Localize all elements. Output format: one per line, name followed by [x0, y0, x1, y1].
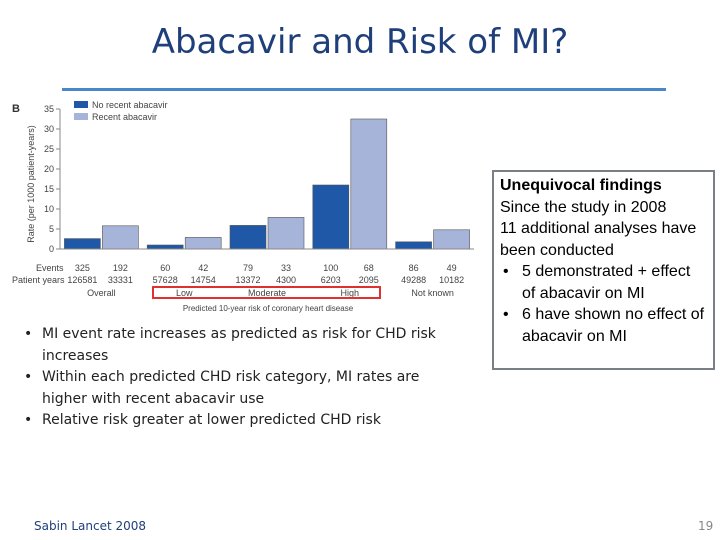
bar-no-recent — [312, 184, 350, 250]
events-cell: 192 — [113, 263, 128, 273]
category-label: Low — [176, 288, 193, 298]
patient-years-cell: 33331 — [108, 275, 133, 285]
events-cell: 33 — [281, 263, 291, 273]
events-cell: 60 — [160, 263, 170, 273]
patient-years-cell: 126581 — [67, 275, 97, 285]
bar-recent — [102, 225, 139, 250]
events-cell: 79 — [243, 263, 253, 273]
mi-rate-bar-chart: B Rate (per 1000 patient-years) 0 5 10 15 20… — [12, 100, 474, 313]
y-tick-label: 35 — [44, 104, 54, 114]
y-tick-label: 5 — [49, 224, 54, 234]
bar-recent — [267, 217, 305, 250]
bar-no-recent — [229, 225, 267, 250]
y-axis-label: Rate (per 1000 patient-years) — [26, 125, 36, 243]
events-cell: 86 — [409, 263, 419, 273]
patient-years-cell: 49288 — [401, 275, 426, 285]
events-cell: 42 — [198, 263, 208, 273]
bullet-item: Relative risk greater at lower predicted… — [22, 410, 452, 432]
patient-years-cell: 4300 — [276, 275, 296, 285]
category-label: Not known — [411, 288, 454, 298]
box-bullet-list: 5 demonstrated + effect of abacavir on M… — [500, 261, 707, 347]
patient-years-cell: 14754 — [191, 275, 216, 285]
category-label: Moderate — [248, 288, 286, 298]
bar-no-recent — [64, 238, 101, 250]
events-cell: 68 — [364, 263, 374, 273]
box-line: Since the study in 2008 — [500, 198, 667, 216]
y-tick-label: 20 — [44, 164, 54, 174]
box-heading: Unequivocal findings — [500, 177, 662, 194]
legend-label-no-recent: No recent abacavir — [92, 100, 168, 110]
legend-swatch-recent — [74, 113, 88, 120]
x-axis-label: Predicted 10-year risk of coronary heart… — [183, 304, 354, 313]
citation-footer: Sabin Lancet 2008 — [34, 519, 147, 533]
patient-years-cell: 10182 — [439, 275, 464, 285]
row-label-events: Events — [36, 263, 64, 273]
category-label: High — [341, 288, 360, 298]
patient-years-cell: 13372 — [235, 275, 260, 285]
bar-recent — [184, 237, 222, 250]
findings-box: Unequivocal findings Since the study in … — [492, 170, 715, 370]
bar-recent — [350, 118, 388, 250]
box-bullet-item: 5 demonstrated + effect of abacavir on M… — [500, 261, 707, 304]
panel-label: B — [12, 103, 20, 115]
bullet-item: Within each predicted CHD risk category,… — [22, 367, 452, 410]
slide-number: 19 — [698, 519, 714, 533]
legend-label-recent: Recent abacavir — [92, 112, 157, 122]
legend-swatch-no-recent — [74, 101, 88, 108]
y-axis: 0 5 10 15 20 25 30 35 — [44, 104, 60, 254]
bar-marks — [64, 118, 470, 250]
patient-years-cell: 57628 — [153, 275, 178, 285]
legend: No recent abacavir Recent abacavir — [74, 100, 168, 122]
patient-years-cell: 2095 — [359, 275, 379, 285]
patient-years-cell: 6203 — [321, 275, 341, 285]
bar-recent — [433, 229, 470, 250]
bar-no-recent — [395, 241, 432, 250]
y-tick-label: 10 — [44, 204, 54, 214]
risk-category-highlight — [152, 286, 381, 299]
bar-no-recent — [146, 244, 184, 250]
y-tick-label: 0 — [49, 244, 54, 254]
events-cell: 100 — [323, 263, 338, 273]
category-labels: Overall Low Moderate High Not known — [87, 288, 454, 298]
box-bullet-item: 6 have shown no effect of abacavir on MI — [500, 304, 707, 347]
y-tick-label: 30 — [44, 124, 54, 134]
slide-title: Abacavir and Risk of MI? — [151, 22, 569, 62]
title-underline — [62, 88, 666, 91]
bullet-item: MI event rate increases as predicted as … — [22, 324, 452, 367]
category-label: Overall — [87, 288, 116, 298]
events-cell: 49 — [447, 263, 457, 273]
y-tick-label: 15 — [44, 184, 54, 194]
data-table: 325 126581 192 33331 60 57628 42 14754 79 13372 33… — [67, 263, 464, 285]
y-tick-label: 25 — [44, 144, 54, 154]
events-cell: 325 — [75, 263, 90, 273]
row-label-patient-years: Patient years — [12, 275, 65, 285]
box-line: 11 additional analyses have been conduct… — [500, 220, 697, 259]
findings-bullet-list: MI event rate increases as predicted as … — [22, 324, 452, 432]
